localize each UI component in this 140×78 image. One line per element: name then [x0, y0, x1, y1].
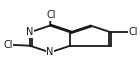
Text: N: N [26, 27, 34, 37]
Text: Cl: Cl [3, 40, 12, 50]
Text: Cl: Cl [46, 10, 55, 20]
Text: N: N [46, 47, 54, 57]
Text: Cl: Cl [129, 27, 138, 37]
